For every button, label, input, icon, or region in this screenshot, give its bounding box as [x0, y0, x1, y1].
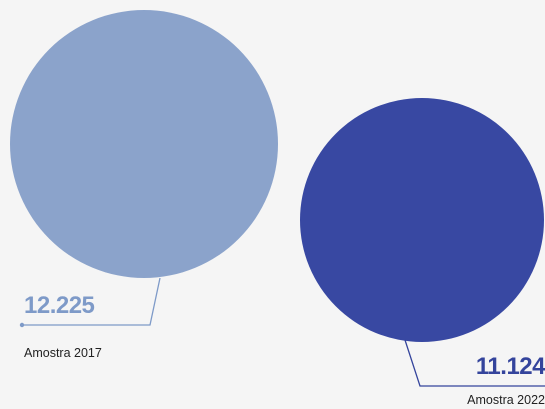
sample-label-amostra-2022: Amostra 2022 — [467, 393, 545, 407]
leader-dot-amostra-2017 — [19, 322, 25, 328]
leader-line-amostra-2022 — [404, 339, 545, 387]
bubble-amostra-2022 — [300, 98, 544, 342]
value-label-amostra-2022: 11.124 — [476, 353, 545, 380]
leader-line-amostra-2017 — [22, 277, 161, 326]
sample-label-amostra-2017: Amostra 2017 — [24, 346, 102, 360]
value-label-amostra-2017: 12.225 — [24, 292, 95, 319]
bubble-amostra-2017 — [10, 10, 278, 278]
